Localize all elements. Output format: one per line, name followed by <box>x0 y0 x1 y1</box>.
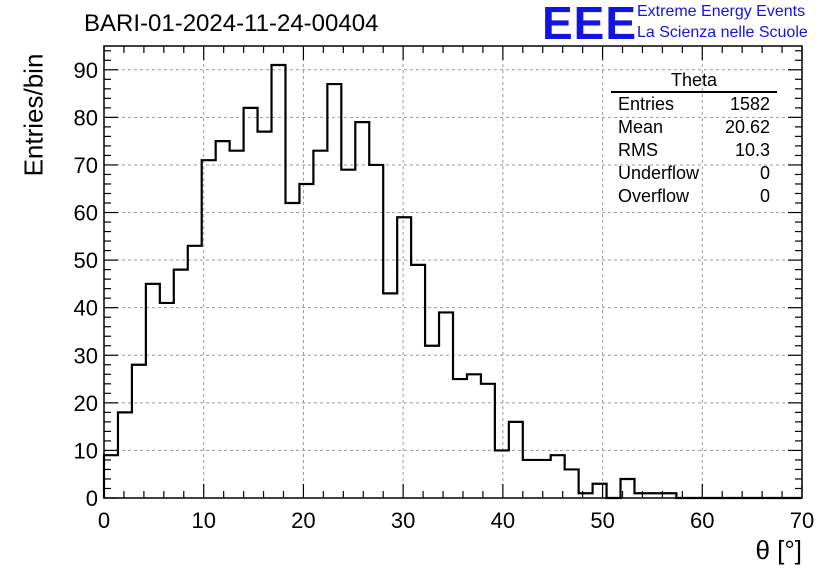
y-tick-label: 90 <box>74 58 98 83</box>
histogram-bin <box>258 132 272 498</box>
histogram-bin <box>174 270 188 498</box>
histogram-bin <box>467 374 481 498</box>
histogram-bin <box>565 469 579 498</box>
stats-label: Mean <box>618 116 663 139</box>
histogram-bin <box>383 293 397 498</box>
y-tick-label: 60 <box>74 201 98 226</box>
y-tick-label: 50 <box>74 248 98 273</box>
histogram-bin <box>425 346 439 498</box>
histogram-bin <box>160 303 174 498</box>
stats-value: 20.62 <box>725 116 770 139</box>
stats-label: Entries <box>618 93 674 116</box>
histogram-bin <box>495 450 509 498</box>
histogram-bin <box>355 122 369 498</box>
y-tick-label: 80 <box>74 105 98 130</box>
stats-row-mean: Mean 20.62 <box>611 116 777 139</box>
histogram-bin <box>327 84 341 498</box>
stats-value: 1582 <box>730 93 770 116</box>
stats-row-overflow: Overflow 0 <box>611 185 777 208</box>
histogram-bin <box>299 184 313 498</box>
y-tick-label: 10 <box>74 438 98 463</box>
y-tick-label: 30 <box>74 343 98 368</box>
stats-label: Underflow <box>618 162 699 185</box>
stats-title: Theta <box>611 70 777 93</box>
histogram-bin <box>146 284 160 498</box>
x-tick-label: 10 <box>191 508 215 533</box>
x-tick-label: 20 <box>291 508 315 533</box>
histogram-bin <box>509 422 523 498</box>
stats-label: Overflow <box>618 185 689 208</box>
x-tick-label: 40 <box>491 508 515 533</box>
histogram-bin <box>216 141 230 498</box>
y-tick-label: 20 <box>74 391 98 416</box>
histogram-bin <box>272 65 286 498</box>
histogram-bin <box>593 484 607 498</box>
histogram-bin <box>313 151 327 498</box>
histogram-bin <box>202 160 216 498</box>
x-tick-label: 30 <box>391 508 415 533</box>
histogram-bin <box>230 151 244 498</box>
stats-row-underflow: Underflow 0 <box>611 162 777 185</box>
x-tick-label: 50 <box>590 508 614 533</box>
stats-value: 10.3 <box>735 139 770 162</box>
histogram-bin <box>523 460 537 498</box>
histogram-bin <box>453 379 467 498</box>
histogram-bin <box>244 108 258 498</box>
histogram-bin <box>439 312 453 498</box>
histogram-bin <box>341 170 355 498</box>
stats-row-rms: RMS 10.3 <box>611 139 777 162</box>
histogram-bin <box>132 365 146 498</box>
histogram-bin <box>537 460 551 498</box>
histogram-bin <box>285 203 299 498</box>
y-tick-label: 70 <box>74 153 98 178</box>
y-tick-label: 40 <box>74 296 98 321</box>
stats-row-entries: Entries 1582 <box>611 93 777 116</box>
stats-value: 0 <box>760 162 770 185</box>
histogram-bin <box>411 265 425 498</box>
stats-label: RMS <box>618 139 658 162</box>
histogram-bin <box>188 246 202 498</box>
histogram-bin <box>481 384 495 498</box>
histogram-bin <box>369 165 383 498</box>
histogram-bin <box>397 217 411 498</box>
histogram-bin <box>104 455 118 498</box>
stats-box: Theta Entries 1582 Mean 20.62 RMS 10.3 U… <box>611 70 777 208</box>
stats-value: 0 <box>760 185 770 208</box>
histogram-bin <box>118 412 132 498</box>
x-tick-label: 0 <box>98 508 110 533</box>
y-tick-label: 0 <box>86 486 98 511</box>
x-tick-label: 60 <box>690 508 714 533</box>
x-tick-label: 70 <box>790 508 814 533</box>
